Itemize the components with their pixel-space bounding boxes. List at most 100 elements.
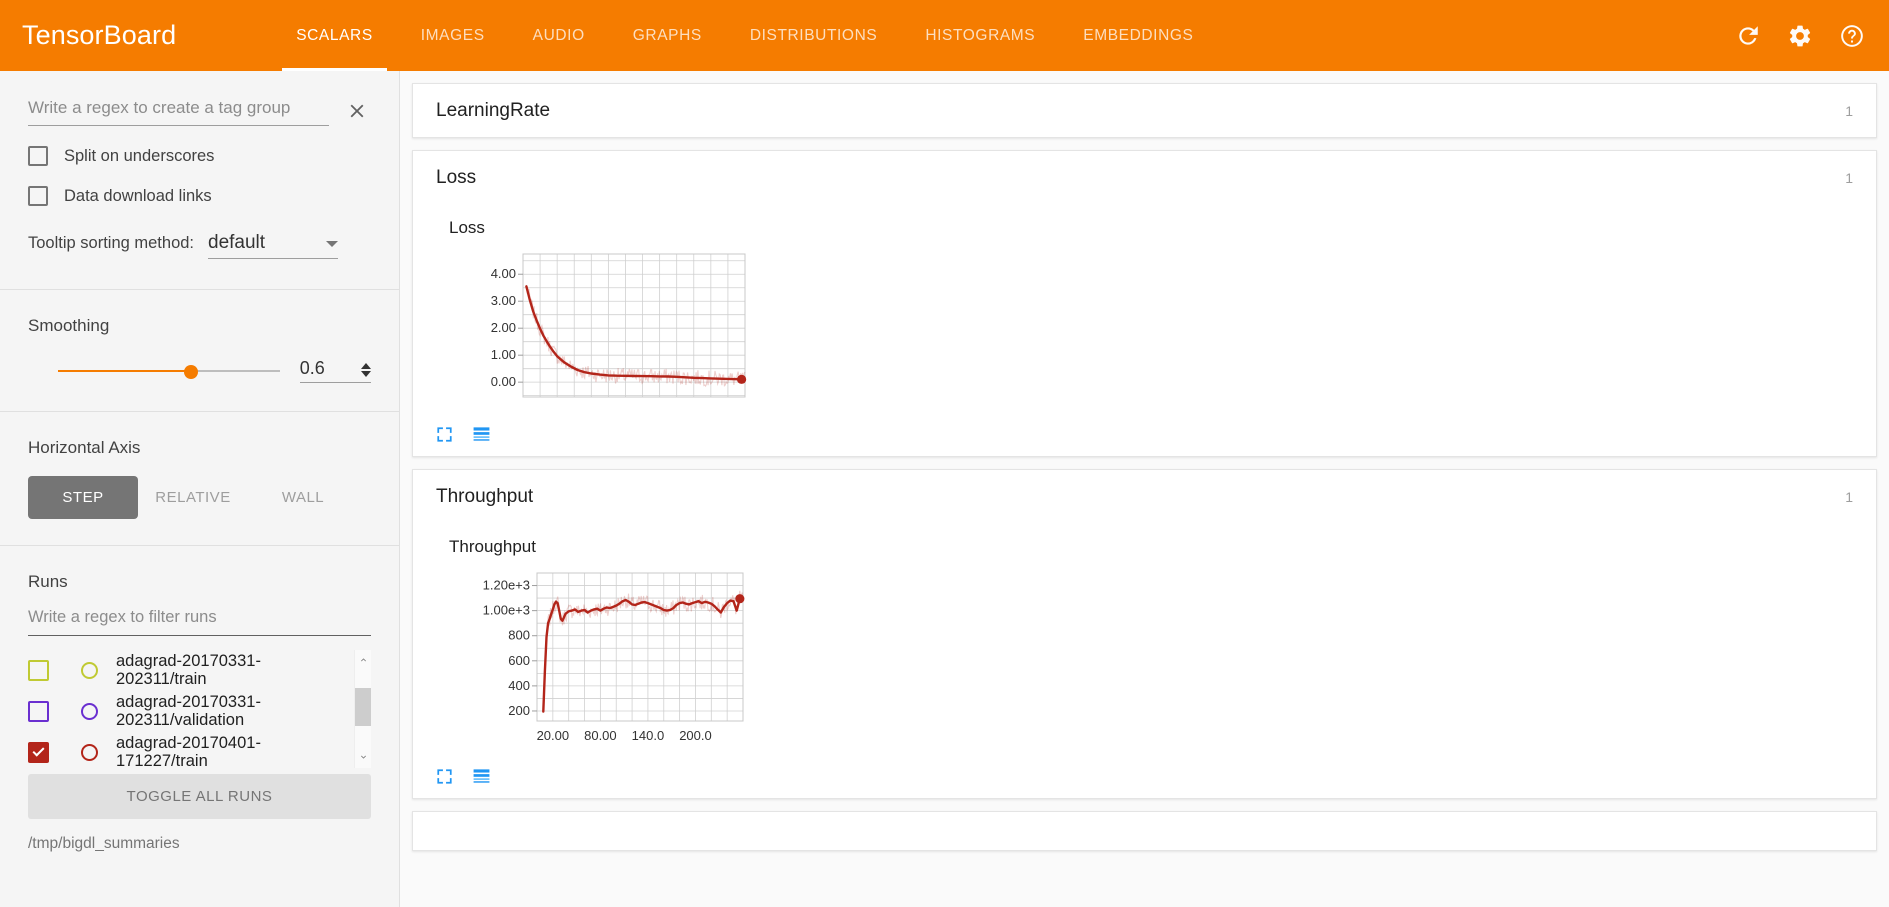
card-header-loss[interactable]: Loss 1: [413, 151, 1876, 204]
scrollbar-thumb[interactable]: [355, 688, 371, 726]
split-on-underscores-label: Split on underscores: [64, 146, 215, 165]
tab-label: SCALARS: [296, 26, 373, 44]
tab-label: DISTRIBUTIONS: [749, 26, 878, 44]
check-icon: [32, 744, 45, 757]
card-count: 1: [1845, 102, 1853, 119]
stepper-up-icon[interactable]: [361, 363, 371, 369]
runs-regex-input[interactable]: [28, 608, 371, 636]
tab-audio[interactable]: AUDIO: [509, 0, 609, 71]
top-bar-actions: [1733, 21, 1889, 51]
svg-text:0.00: 0.00: [491, 374, 516, 389]
tab-graphs[interactable]: GRAPHS: [609, 0, 726, 71]
tab-label: GRAPHS: [632, 26, 702, 44]
runs-scrollbar[interactable]: [354, 650, 371, 768]
close-icon[interactable]: [343, 97, 371, 125]
tab-label: IMAGES: [420, 26, 485, 44]
tab-images[interactable]: IMAGES: [397, 0, 509, 71]
card-header-throughput[interactable]: Throughput 1: [413, 470, 1876, 523]
runs-filter-row: [0, 608, 399, 636]
divider: [0, 289, 399, 290]
refresh-icon[interactable]: [1733, 21, 1763, 51]
page-title: Throughput: [436, 485, 534, 507]
card-count: 1: [1845, 169, 1853, 186]
card-learningrate: LearningRate 1: [412, 83, 1877, 138]
data-download-links-row[interactable]: Data download links: [0, 186, 399, 206]
left-sidebar: Split on underscores Data download links…: [0, 71, 400, 907]
svg-text:4.00: 4.00: [491, 266, 516, 281]
chevron-down-icon: [326, 241, 339, 247]
tooltip-sorting-value: default: [208, 232, 266, 253]
run-label: adagrad-20170331-202311/validation: [116, 692, 261, 729]
svg-text:2.00: 2.00: [491, 320, 516, 335]
stepper-down-icon[interactable]: [361, 371, 371, 377]
axis-mode-wall[interactable]: WALL: [281, 489, 325, 506]
chart-title-loss: Loss: [449, 218, 485, 237]
tab-label: AUDIO: [532, 26, 585, 44]
slider-thumb[interactable]: [184, 364, 198, 379]
data-download-links-checkbox[interactable]: [28, 186, 48, 206]
chart-loss[interactable]: 0.00 1.00 2.00 3.00 4.00: [449, 246, 1876, 411]
app-title: TensorBoard: [22, 20, 177, 50]
gear-icon[interactable]: [1785, 21, 1815, 51]
list-item[interactable]: adagrad-20170331-202311/validation: [28, 690, 371, 732]
logdir-path: /tmp/bigdl_summaries: [28, 835, 180, 852]
data-download-links-label: Data download links: [64, 186, 212, 205]
main-nav-tabs: SCALARS IMAGES AUDIO GRAPHS DISTRIBUTION…: [272, 0, 1217, 71]
data-table-icon[interactable]: [472, 425, 491, 444]
list-item[interactable]: adagrad-20170331-202311/train: [28, 650, 371, 690]
run-color-swatch-icon: [81, 702, 98, 720]
tab-histograms[interactable]: HISTOGRAMS: [901, 0, 1059, 71]
smoothing-slider[interactable]: [58, 363, 280, 379]
tag-group-filter-row: [0, 71, 399, 126]
chart-block-throughput: Throughput 200 400 600 800 1.00e+3 1.20e+3 20.…: [413, 523, 1876, 763]
tooltip-sorting-label: Tooltip sorting method:: [28, 234, 195, 252]
svg-text:200: 200: [508, 703, 530, 718]
chart-actions-throughput: [413, 763, 1876, 798]
axis-mode-step[interactable]: STEP: [28, 476, 138, 519]
card-next-partial[interactable]: [412, 811, 1877, 851]
expand-icon[interactable]: [435, 425, 454, 444]
tooltip-sorting-row: Tooltip sorting method: default: [0, 232, 399, 259]
divider: [0, 545, 399, 546]
svg-text:800: 800: [508, 628, 530, 643]
smoothing-row: 0.6: [0, 358, 399, 383]
svg-text:1.00: 1.00: [491, 347, 516, 362]
list-item[interactable]: adagrad-20170401-171227/train: [28, 732, 371, 768]
top-app-bar: TensorBoard SCALARS IMAGES AUDIO GRAPHS …: [0, 0, 1889, 71]
expand-icon[interactable]: [435, 767, 454, 786]
runs-list: adagrad-20170331-202311/train adagrad-20…: [28, 650, 371, 768]
page-body: Split on underscores Data download links…: [0, 71, 1889, 907]
tag-group-regex-input[interactable]: [28, 98, 329, 126]
chevron-up-icon[interactable]: [357, 650, 370, 671]
tab-label: EMBEDDINGS: [1083, 26, 1194, 44]
main-content: LearningRate 1 Loss 1 Loss 0.00 1.00 2.00 3…: [400, 71, 1889, 907]
split-on-underscores-checkbox[interactable]: [28, 146, 48, 166]
run-label: adagrad-20170331-202311/train: [116, 651, 261, 688]
run-label: adagrad-20170401-171227/train: [116, 733, 261, 768]
run-checkbox[interactable]: [28, 741, 49, 763]
toggle-all-runs-button[interactable]: TOGGLE ALL RUNS: [28, 774, 371, 819]
card-header-learningrate[interactable]: LearningRate 1: [413, 84, 1876, 137]
svg-text:3.00: 3.00: [491, 293, 516, 308]
split-on-underscores-row[interactable]: Split on underscores: [0, 146, 399, 166]
tab-label: HISTOGRAMS: [925, 26, 1036, 44]
run-checkbox[interactable]: [28, 659, 49, 681]
axis-mode-relative[interactable]: RELATIVE: [155, 489, 231, 506]
tooltip-sorting-select[interactable]: default: [208, 232, 339, 259]
run-color-swatch-icon: [81, 661, 98, 679]
slider-fill: [58, 369, 191, 372]
help-icon[interactable]: [1837, 21, 1867, 51]
quantity-stepper[interactable]: [361, 363, 371, 377]
chevron-down-icon[interactable]: [357, 747, 370, 768]
data-table-icon[interactable]: [472, 767, 491, 786]
card-count: 1: [1845, 488, 1853, 505]
chart-throughput[interactable]: 200 400 600 800 1.00e+3 1.20e+3 20.00 80.00 140.…: [449, 565, 1876, 753]
run-checkbox[interactable]: [28, 700, 49, 722]
run-color-swatch-icon: [81, 743, 98, 761]
tab-scalars[interactable]: SCALARS: [272, 0, 397, 71]
tab-embeddings[interactable]: EMBEDDINGS: [1059, 0, 1217, 71]
page-title: LearningRate: [436, 99, 551, 121]
chart-actions-loss: [413, 421, 1876, 456]
smoothing-value-field[interactable]: 0.6: [299, 358, 371, 383]
tab-distributions[interactable]: DISTRIBUTIONS: [726, 0, 902, 71]
